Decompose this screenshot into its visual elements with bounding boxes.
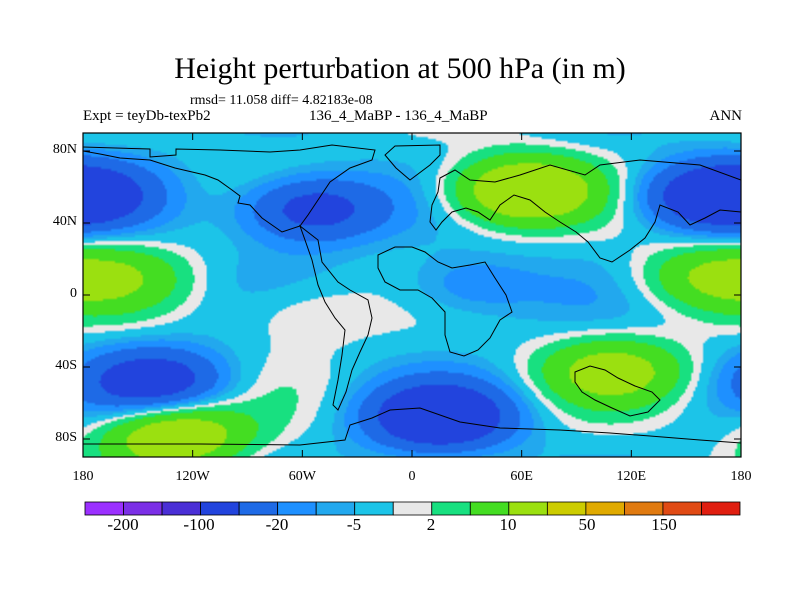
chart-title: Height perturbation at 500 hPa (in m) [174, 52, 626, 85]
coastline-eurasia [429, 159, 741, 263]
colorbar-cell [161, 501, 201, 516]
lat-tick-label: 80S [55, 430, 77, 445]
colorbar-label: 150 [651, 515, 677, 534]
axis-ticks [82, 133, 742, 457]
colorbar-cell [315, 501, 356, 516]
colorbar-cell [392, 501, 433, 516]
colorbar-label: -20 [265, 515, 289, 534]
coastlines [83, 144, 741, 446]
colorbar-cell [354, 501, 394, 516]
colorbar-cell [200, 501, 240, 516]
colorbar-cells [84, 501, 741, 516]
colorbar-cell [469, 501, 510, 516]
colorbar-cell [238, 501, 279, 516]
colorbar-label: -5 [346, 515, 362, 534]
case-label: 136_4_MaBP - 136_4_MaBP [309, 108, 488, 124]
coastline-north-america [83, 144, 376, 233]
lat-tick-label: 40N [52, 214, 77, 229]
contour-field [83, 133, 741, 457]
colorbar-cell [508, 501, 548, 516]
colorbar-label: 10 [499, 515, 517, 534]
colorbar-label: 2 [426, 515, 436, 534]
colorbar-cell [84, 501, 124, 516]
lat-tick-label: 40S [55, 358, 77, 373]
colorbar-cell [585, 501, 625, 516]
lon-tick-label: 120E [616, 469, 647, 484]
coastline-australia [574, 365, 661, 417]
coastline-africa [377, 246, 513, 357]
lat-tick-label: 80N [52, 142, 77, 157]
lat-tick-label: 0 [70, 286, 77, 301]
experiment-label: Expt = teyDb-texPb2 [83, 108, 211, 124]
rmsd-diff-stats: rmsd= 11.058 diff= 4.82183e-08 [190, 93, 373, 108]
colorbar-cell [431, 501, 471, 516]
colorbar-cell [624, 501, 664, 516]
colorbar-cell [277, 501, 317, 516]
lon-tick-label: 0 [408, 469, 416, 484]
lon-tick-label: 120W [175, 469, 210, 484]
colorbar-label: 50 [578, 515, 596, 534]
lon-tick-label: 60E [510, 469, 533, 484]
colorbar-cell [546, 501, 587, 516]
colorbar-cell [662, 501, 702, 516]
colorbar-label: -100 [183, 515, 215, 534]
coastline-south-america [298, 224, 373, 411]
lon-tick-label: 180 [72, 469, 94, 484]
lon-tick-label: 180 [730, 469, 752, 484]
colorbar-label: -200 [107, 515, 139, 534]
colorbar-cell [123, 501, 163, 516]
colorbar-cell [701, 501, 741, 516]
coastline-antarctica [83, 407, 741, 446]
coastline-greenland [384, 144, 441, 181]
lon-tick-label: 60W [288, 469, 316, 484]
height-perturbation-field [83, 133, 741, 457]
season-label: ANN [709, 108, 743, 124]
